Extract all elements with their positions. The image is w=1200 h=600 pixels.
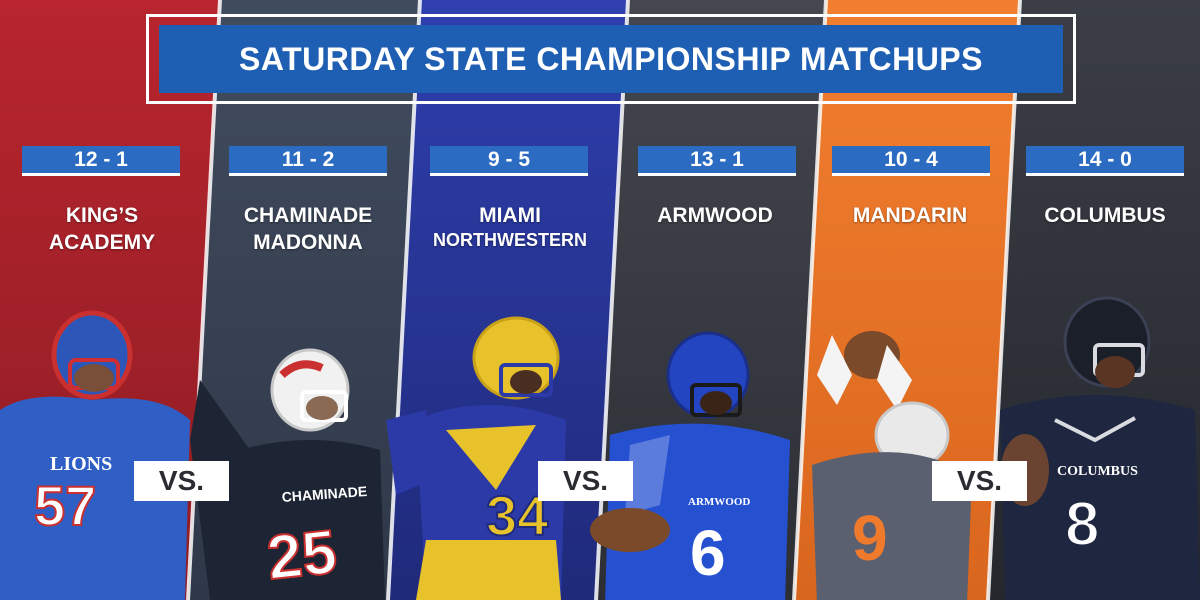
team-name-kings-academy: KING’S ACADEMY [2, 202, 202, 257]
team-name-miami-northwestern: MIAMI NORTHWESTERN [410, 202, 610, 253]
vs-badge-game-1: VS. [134, 461, 229, 501]
armwood-jersey-number: 6 [690, 517, 726, 589]
mandarin-jersey-number: 9 [852, 502, 888, 574]
record-badge-columbus: 14 - 0 [1026, 146, 1184, 176]
mandarin-player-image: 9 [812, 331, 972, 600]
team-name-chaminade-madonna: CHAMINADE MADONNA [208, 202, 408, 257]
columbus-player-image: COLUMBUS 8 [1000, 296, 1200, 600]
kings-jersey-number: 57 [34, 474, 96, 537]
kings-jersey-text: LIONS [50, 453, 112, 475]
title-bar: SATURDAY STATE CHAMPIONSHIP MATCHUPS [159, 25, 1063, 93]
armwood-jersey-text: ARMWOOD [688, 496, 750, 508]
record-badge-miami-northwestern: 9 - 5 [430, 146, 588, 176]
vs-badge-game-2: VS. [538, 461, 633, 501]
chaminade-jersey-text: CHAMINADE [281, 483, 367, 505]
columbus-jersey-text: COLUMBUS [1057, 464, 1138, 479]
armwood-player-image: ARMWOOD 6 [590, 331, 790, 600]
team-name-line: MIAMI [479, 204, 541, 227]
page-title: SATURDAY STATE CHAMPIONSHIP MATCHUPS [239, 40, 983, 77]
team-name-line: NORTHWESTERN [433, 230, 587, 251]
record-badge-mandarin: 10 - 4 [832, 146, 990, 176]
team-name-mandarin: MANDARIN [810, 202, 1010, 229]
team-name-line: ACADEMY [48, 231, 156, 255]
record-badge-kings-academy: 12 - 1 [22, 146, 180, 176]
team-name-armwood: ARMWOOD [615, 202, 815, 229]
kings-academy-player-image: LIONS 57 [0, 310, 190, 600]
columbus-jersey-number: 8 [1065, 490, 1099, 559]
chaminade-jersey-number: 25 [264, 517, 340, 593]
team-name-line: MANDARIN [852, 204, 968, 227]
vs-badge-game-3: VS. [932, 461, 1027, 501]
record-badge-armwood: 13 - 1 [638, 146, 796, 176]
team-name-line: KING’S [65, 204, 139, 227]
title-frame: SATURDAY STATE CHAMPIONSHIP MATCHUPS [146, 14, 1076, 104]
team-name-columbus: COLUMBUS [1005, 202, 1200, 229]
miami-northwestern-player-image: 34 [386, 316, 566, 600]
team-name-line: COLUMBUS [1044, 204, 1166, 227]
team-name-line: CHAMINADE [243, 204, 373, 227]
team-name-line: ARMWOOD [657, 204, 773, 227]
team-name-line: MADONNA [253, 231, 363, 255]
record-badge-chaminade-madonna: 11 - 2 [229, 146, 387, 176]
